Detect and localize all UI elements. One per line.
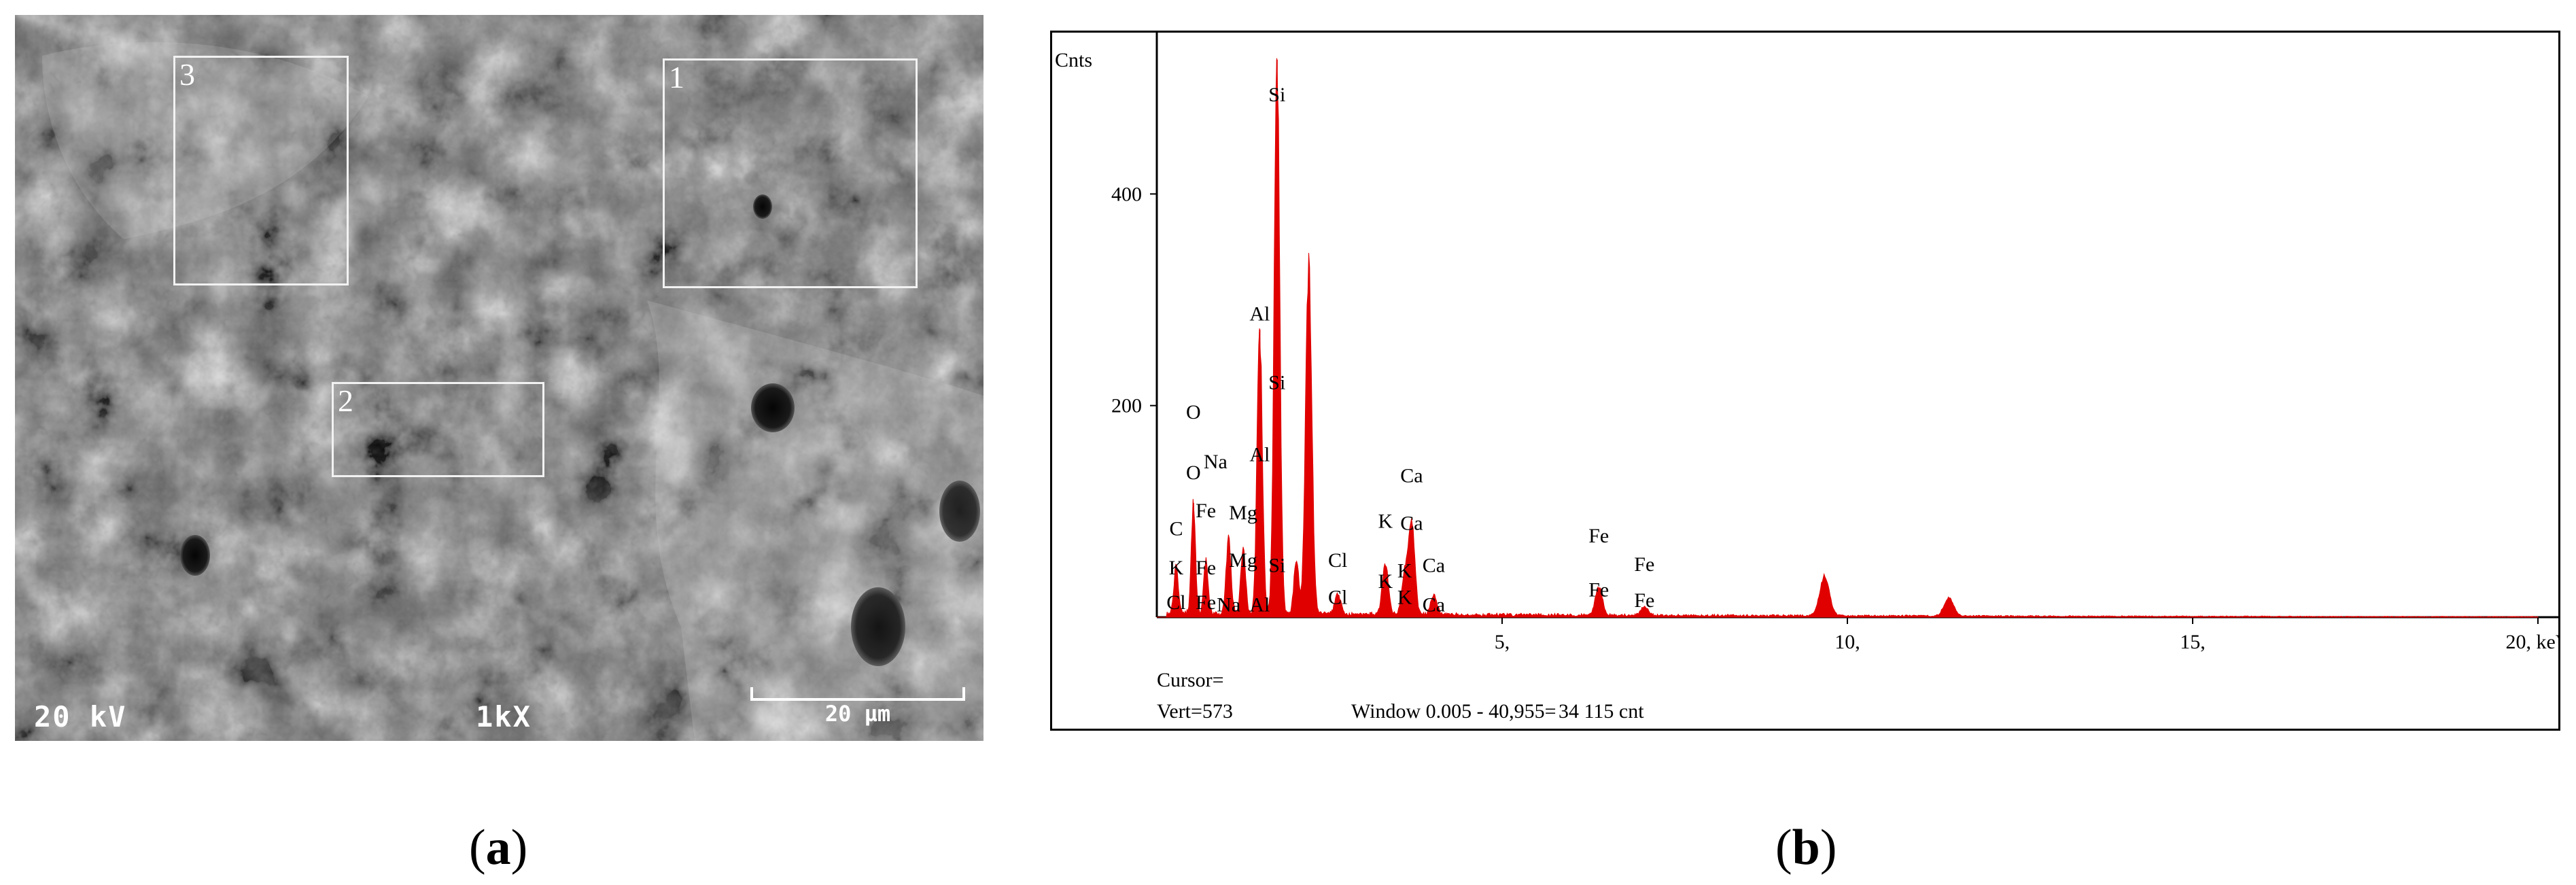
element-label: Fe — [1196, 591, 1216, 614]
element-label: K — [1397, 560, 1412, 583]
voltage-label: 20 kV — [34, 700, 127, 733]
x-tick-label: 10, — [1834, 631, 1860, 653]
element-label: Cl — [1328, 586, 1347, 608]
region-box-3: 3 — [173, 56, 349, 285]
count-readout: 34 115 cnt — [1559, 700, 1644, 723]
panel-label-b: (b) — [1775, 820, 1837, 875]
window-readout: Window 0.005 - 40,955= — [1351, 700, 1556, 723]
element-label: Al — [1249, 593, 1270, 616]
region-label-2: 2 — [338, 383, 353, 418]
x-tick-label: 5, — [1495, 631, 1510, 653]
element-label: Fe — [1196, 557, 1216, 579]
element-label: K — [1378, 510, 1393, 532]
y-tick-label: 400 — [1111, 183, 1142, 205]
eds-spectrum-panel: Cnts 5,10,15,20, keV200400 OONaAlSiSiAlM… — [1050, 31, 2560, 731]
element-label: Fe — [1634, 553, 1654, 576]
scale-bar-label: 20 µm — [824, 701, 891, 727]
element-label: Ca — [1400, 512, 1423, 534]
vert-readout: Vert=573 — [1157, 700, 1233, 723]
element-label: O — [1186, 401, 1201, 423]
element-label: Si — [1268, 555, 1285, 577]
element-label: K — [1378, 570, 1393, 593]
element-label: Ca — [1423, 593, 1445, 616]
element-label: Al — [1249, 443, 1270, 466]
spectrum-series — [1157, 58, 2539, 618]
element-label: Ca — [1423, 555, 1445, 577]
magnification-label: 1kX — [476, 700, 532, 733]
element-label: Al — [1249, 302, 1270, 325]
sem-texture — [15, 15, 984, 741]
region-box-2: 2 — [332, 382, 544, 477]
element-label: K — [1169, 557, 1184, 579]
element-label: Cl — [1328, 549, 1347, 572]
region-label-1: 1 — [669, 60, 684, 94]
x-tick-label: 20, keV — [2506, 631, 2558, 653]
eds-spectrum-chart: Cnts 5,10,15,20, keV200400 OONaAlSiSiAlM… — [1055, 33, 2558, 723]
x-tick-label: 15, — [2180, 631, 2206, 653]
element-label: Na — [1204, 451, 1228, 473]
element-label: Fe — [1588, 579, 1609, 602]
region-label-3: 3 — [179, 57, 195, 92]
y-axis-label: Cnts — [1055, 49, 1092, 71]
element-label: O — [1186, 462, 1201, 484]
sem-micrograph: 1 2 3 20 kV 1kX 20 µm — [15, 15, 984, 741]
element-label: Fe — [1196, 500, 1216, 522]
element-label: Na — [1217, 593, 1240, 616]
element-label: Mg — [1229, 502, 1257, 524]
element-label: Fe — [1634, 589, 1654, 612]
element-label: Si — [1268, 371, 1285, 394]
panel-label-a: (a) — [469, 820, 528, 875]
region-box-1: 1 — [663, 58, 918, 288]
element-label: Si — [1268, 84, 1285, 106]
cursor-readout: Cursor= — [1157, 669, 1224, 691]
scale-bar: 20 µm — [750, 683, 965, 727]
y-tick-label: 200 — [1111, 395, 1142, 417]
element-label: Ca — [1400, 464, 1423, 487]
element-label: Mg — [1229, 549, 1257, 572]
element-label: Cl — [1166, 591, 1185, 614]
element-label: K — [1397, 586, 1412, 608]
element-label: C — [1169, 517, 1183, 540]
element-label: Fe — [1588, 525, 1609, 547]
